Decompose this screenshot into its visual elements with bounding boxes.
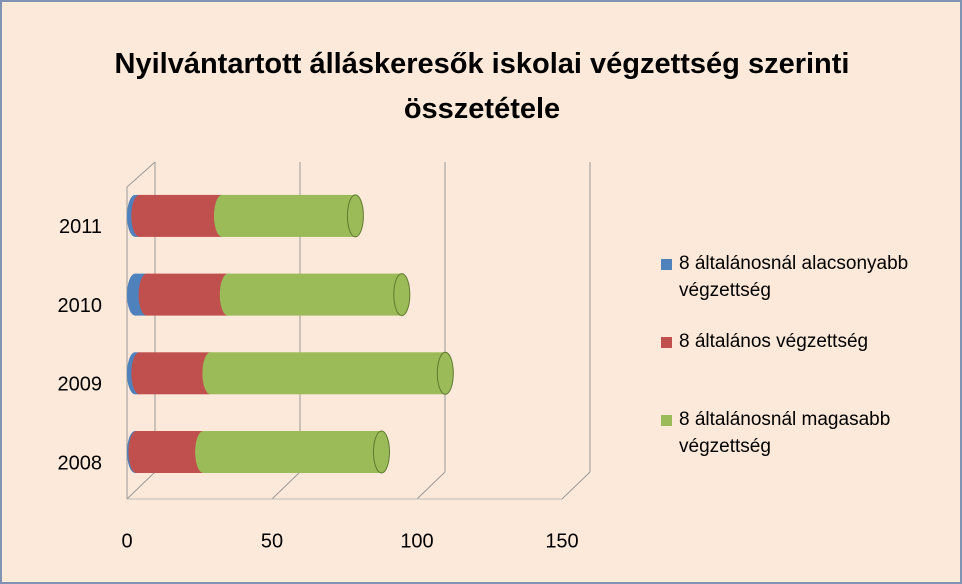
bar-segment bbox=[210, 352, 446, 395]
floor-line bbox=[561, 471, 591, 500]
bar-cap bbox=[202, 352, 219, 395]
bar-segment bbox=[139, 352, 211, 395]
x-tick-label: 0 bbox=[121, 530, 132, 552]
bar-segment bbox=[227, 273, 402, 316]
legend: 8 általánosnál alacsonyabb végzettség 8 á… bbox=[657, 250, 942, 484]
chart-title: Nyilvántartott álláskeresők iskolai végz… bbox=[114, 48, 850, 125]
bar-end bbox=[373, 430, 390, 474]
y-tick-label: 2009 bbox=[58, 374, 103, 396]
x-tick-label: 150 bbox=[545, 530, 578, 552]
bar-segment bbox=[146, 273, 228, 316]
bar-cap bbox=[219, 273, 236, 316]
bar-cap bbox=[128, 431, 145, 473]
bar-segment bbox=[203, 431, 382, 473]
bar-cap bbox=[214, 194, 230, 237]
y-tick-label: 2008 bbox=[58, 452, 103, 474]
bar-cap bbox=[195, 431, 212, 473]
y-tick-label: 2011 bbox=[59, 216, 102, 238]
floor-line bbox=[271, 471, 301, 500]
bar-cap bbox=[131, 352, 148, 395]
bar-segment bbox=[139, 194, 222, 237]
bar-cap bbox=[127, 273, 143, 316]
bar-end bbox=[393, 273, 411, 317]
x-tick-label: 50 bbox=[261, 530, 283, 552]
floor-line bbox=[416, 471, 446, 500]
legend-swatch bbox=[661, 415, 672, 426]
legend-entry: 8 általánosnál alacsonyabb végzettség bbox=[657, 250, 942, 328]
bar-cap bbox=[138, 273, 155, 316]
legend-label: 8 általános végzettség bbox=[679, 331, 869, 352]
bar-end bbox=[436, 351, 454, 395]
floor-line bbox=[126, 471, 156, 500]
bar-segment bbox=[136, 431, 204, 473]
y-tick-label: 2010 bbox=[58, 295, 103, 317]
legend-swatch bbox=[661, 337, 672, 348]
bar-segment bbox=[222, 194, 356, 237]
bar-cap bbox=[131, 194, 148, 237]
legend-swatch bbox=[661, 259, 672, 270]
left-wall bbox=[126, 161, 156, 188]
legend-entry: 8 általánosnál magasabb végzettség bbox=[657, 406, 942, 484]
x-tick-label: 100 bbox=[400, 530, 433, 552]
legend-label: 8 általánosnál magasabb végzettség bbox=[679, 409, 891, 457]
bar-end bbox=[346, 194, 364, 238]
legend-entry: 8 általános végzettség bbox=[657, 328, 942, 406]
legend-label: 8 általánosnál alacsonyabb végzettség bbox=[679, 253, 909, 301]
